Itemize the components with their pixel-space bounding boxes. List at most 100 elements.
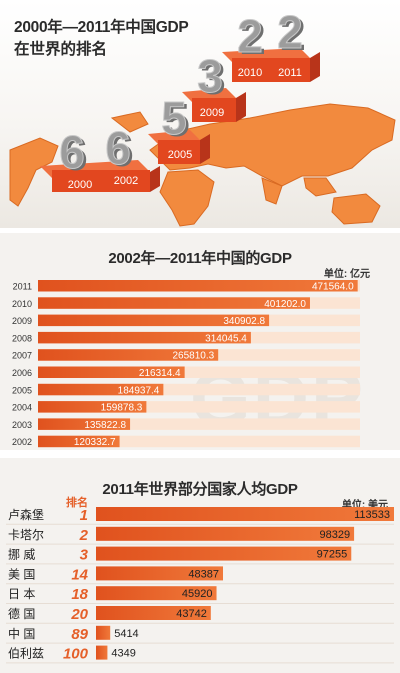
per-capita-value-label: 45920 (182, 588, 213, 600)
per-capita-bar (96, 507, 394, 521)
rank-digit: 3 (197, 50, 223, 102)
gdp-bar (38, 331, 251, 344)
rank-label: 2 (79, 527, 89, 544)
country-label: 中 国 (8, 626, 35, 641)
gdp-value-label: 159878.3 (101, 403, 143, 414)
country-label: 德 国 (8, 606, 35, 621)
per-capita-value-label: 43742 (176, 608, 207, 620)
country-label: 伯利兹 (8, 646, 44, 661)
world-map-icon (9, 103, 396, 227)
per-capita-bar (96, 645, 108, 660)
gdp-value-label: 216314.4 (139, 368, 181, 379)
gdp-bar (38, 435, 120, 448)
gdp-value-label: 401202.0 (264, 299, 306, 310)
rank-year-label: 2010 (238, 67, 262, 79)
gdp-year-label: 2008 (12, 333, 32, 343)
gdp-bar-track (38, 401, 360, 413)
rank-year-labels: 2000 2002 2005 2009 2010 2011 (68, 67, 302, 191)
rank-digit: 2 (277, 6, 303, 58)
per-capita-chart: 卢森堡 1 113533 卡塔尔 2 98329 挪 威 3 97255 美 国 14 48387 日 … (6, 507, 394, 664)
rank-label: 1 (80, 507, 88, 524)
gdp-bar (38, 280, 358, 292)
china-gdp-section: GDP 2002年—2011年中国的GDP 单位: 亿元 2011 471564.… (0, 233, 400, 450)
gdp-year-label: 2010 (12, 299, 32, 309)
per-capita-bar (96, 606, 211, 620)
per-capita-title: 2011年世界部分国家人均GDP (102, 481, 298, 498)
rank-label: 18 (71, 586, 88, 603)
gdp-bar-track (38, 435, 360, 448)
rank-label: 100 (63, 646, 89, 663)
gdp-bar-track (38, 366, 360, 378)
rank-year-label: 2011 (278, 67, 302, 79)
country-label: 美 国 (8, 567, 35, 581)
per-capita-bar (96, 546, 352, 561)
gdp-bar-track (38, 418, 360, 430)
rank-digit: 5 (161, 92, 187, 144)
rank-digit: 6 (105, 122, 131, 174)
per-capita-unit: 单位: 美元 (341, 500, 388, 511)
gdp-value-label: 184937.4 (118, 385, 160, 396)
per-capita-bar (96, 586, 217, 601)
gdp-year-label: 2009 (12, 316, 32, 326)
gdp-year-label: 2002 (12, 437, 32, 447)
rank-digit-shadow: 5 (164, 94, 190, 146)
rank-column-header: 排名 (66, 497, 88, 509)
china-gdp-title: 2002年—2011年中国的GDP (108, 250, 292, 267)
ranking-title: 2000年—2011年中国GDP (14, 19, 189, 36)
gdp-bar-track (38, 383, 360, 396)
gdp-value-label: 314045.4 (205, 333, 247, 344)
gdp-value-label: 471564.0 (312, 282, 354, 293)
rank-digit-shadow: 2 (280, 8, 306, 60)
china-gdp-unit: 单位: 亿元 (323, 269, 370, 280)
rank-digit-shadow: 3 (200, 52, 226, 104)
per-capita-value-label: 4349 (111, 648, 135, 660)
per-capita-gdp-section: 2011年世界部分国家人均GDP 排名 单位: 美元 卢森堡 1 113533 卡塔尔… (0, 458, 400, 673)
rank-year-label: 2002 (114, 175, 138, 187)
gdp-bar (38, 314, 270, 327)
per-capita-bar (96, 526, 355, 541)
gdp-year-label: 2004 (12, 403, 32, 413)
rank-digit-shadow: 6 (62, 128, 88, 180)
gdp-bar (38, 297, 310, 309)
per-capita-value-label: 97255 (317, 549, 348, 561)
gdp-year-label: 2011 (13, 282, 32, 292)
gdp-value-label: 265810.3 (172, 351, 214, 362)
gdp-bar (38, 401, 147, 413)
per-capita-bar (96, 625, 111, 640)
rank-year-label: 2000 (68, 179, 92, 191)
rank-label: 14 (71, 566, 88, 583)
rank-label: 89 (71, 626, 88, 643)
rank-label: 20 (70, 606, 88, 623)
rank-digit-shadow: 6 (108, 124, 134, 176)
china-gdp-chart: 2011 471564.0 2010 401202.0 2009 340902.8 2008… (12, 280, 360, 448)
gdp-value-label: 120332.7 (74, 437, 116, 448)
rank-year-label: 2009 (200, 107, 224, 119)
per-capita-value-label: 113533 (354, 509, 390, 521)
ranking-steps (40, 48, 320, 192)
gdp-bar (38, 383, 164, 396)
gdp-bar (38, 366, 185, 378)
per-capita-value-label: 98329 (319, 529, 350, 541)
gdp-value-label: 135822.8 (84, 420, 126, 431)
gdp-year-label: 2005 (12, 385, 32, 395)
gdp-bar (38, 418, 131, 430)
rank-digit-shadow: 2 (240, 12, 266, 64)
per-capita-value-label: 5414 (114, 628, 138, 640)
rank-digit: 2 (237, 10, 263, 62)
country-label: 卡塔尔 (8, 527, 44, 542)
gdp-value-label: 340902.8 (223, 316, 265, 327)
country-label: 挪 威 (8, 548, 35, 562)
rank-year-label: 2005 (168, 149, 192, 161)
gdp-bar (38, 349, 219, 361)
per-capita-value-label: 48387 (188, 568, 219, 580)
ranking-subtitle: 在世界的排名 (14, 41, 108, 58)
per-capita-bar (96, 566, 224, 581)
rank-label: 3 (80, 547, 89, 564)
gdp-year-label: 2003 (12, 420, 32, 430)
gdp-year-label: 2007 (12, 351, 32, 361)
country-label: 日 本 (8, 587, 35, 601)
country-label: 卢森堡 (8, 507, 44, 522)
